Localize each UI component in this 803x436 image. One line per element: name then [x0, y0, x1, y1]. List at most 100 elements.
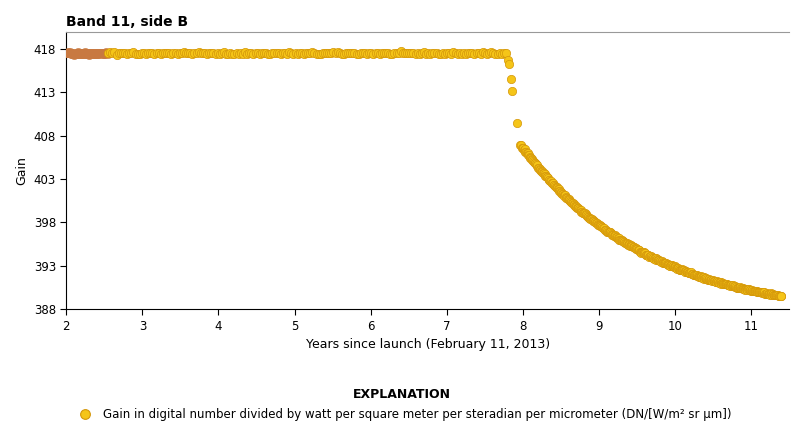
Point: [213, 51, 226, 58]
Point: [79, 51, 92, 58]
Point: [733, 284, 746, 291]
Point: [684, 271, 697, 278]
Point: [140, 50, 153, 57]
Point: [598, 227, 611, 234]
Point: [718, 281, 731, 288]
Point: [724, 283, 737, 290]
Point: [774, 292, 787, 299]
Point: [576, 209, 589, 216]
Point: [715, 280, 728, 287]
Point: [710, 278, 723, 285]
Point: [272, 50, 285, 57]
Point: [400, 49, 413, 56]
Point: [510, 119, 523, 126]
Point: [728, 283, 740, 290]
Point: [194, 50, 207, 57]
Point: [618, 239, 631, 246]
Point: [663, 262, 676, 269]
Point: [385, 50, 398, 57]
Point: [607, 232, 620, 238]
Point: [119, 50, 132, 57]
Point: [94, 50, 107, 57]
Point: [196, 50, 209, 57]
Point: [556, 191, 569, 198]
Point: [697, 275, 710, 282]
Point: [69, 50, 82, 57]
Point: [289, 49, 302, 56]
Point: [769, 291, 782, 298]
Point: [594, 222, 607, 229]
Point: [226, 50, 238, 57]
Point: [284, 50, 297, 57]
Point: [560, 194, 573, 201]
Point: [335, 50, 348, 57]
Point: [727, 283, 740, 290]
Point: [695, 274, 707, 281]
Point: [642, 253, 654, 260]
Point: [532, 165, 544, 172]
Point: [713, 279, 726, 286]
Point: [736, 286, 748, 293]
Point: [393, 48, 406, 55]
Point: [601, 228, 613, 235]
Point: [114, 50, 127, 57]
Point: [99, 49, 112, 56]
Point: [381, 49, 394, 56]
Point: [247, 51, 259, 58]
Point: [249, 50, 262, 57]
Point: [165, 51, 177, 58]
Point: [577, 210, 590, 217]
Point: [603, 229, 616, 236]
Point: [672, 266, 685, 273]
Point: [565, 199, 577, 206]
Point: [190, 50, 203, 57]
Point: [457, 49, 470, 56]
Point: [81, 51, 94, 58]
Point: [639, 252, 652, 259]
Point: [647, 255, 660, 262]
Point: [691, 272, 703, 279]
Point: [622, 242, 635, 249]
Point: [493, 49, 506, 56]
Point: [557, 192, 570, 199]
Point: [711, 279, 724, 286]
Point: [215, 49, 228, 56]
Point: [540, 174, 553, 181]
Point: [63, 50, 75, 57]
Point: [762, 290, 775, 297]
Point: [650, 256, 662, 263]
Point: [601, 228, 613, 235]
Point: [409, 50, 422, 57]
Point: [102, 50, 115, 57]
Point: [100, 49, 113, 56]
Point: [584, 215, 597, 222]
Point: [772, 293, 785, 300]
Point: [67, 50, 79, 57]
Point: [572, 206, 585, 213]
Point: [312, 50, 324, 57]
Point: [98, 51, 111, 58]
Point: [589, 219, 601, 226]
Point: [634, 249, 646, 255]
Point: [656, 259, 669, 266]
Point: [698, 274, 711, 281]
Point: [300, 49, 312, 56]
Point: [62, 49, 75, 56]
Point: [476, 49, 489, 56]
Point: [706, 277, 719, 284]
Point: [719, 280, 732, 287]
Point: [587, 218, 600, 225]
Point: [398, 49, 411, 56]
Point: [218, 49, 230, 56]
Point: [640, 251, 653, 258]
Point: [700, 276, 713, 283]
Point: [263, 51, 276, 58]
Point: [754, 290, 767, 296]
Point: [611, 235, 624, 242]
Point: [687, 271, 700, 278]
Point: [578, 211, 591, 218]
Point: [659, 260, 672, 267]
Point: [541, 175, 554, 182]
Point: [589, 220, 602, 227]
Point: [604, 230, 617, 237]
